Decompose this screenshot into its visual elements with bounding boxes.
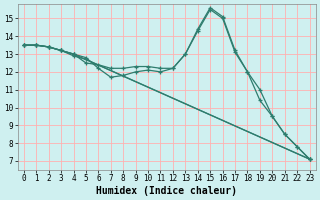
X-axis label: Humidex (Indice chaleur): Humidex (Indice chaleur) [96,186,237,196]
